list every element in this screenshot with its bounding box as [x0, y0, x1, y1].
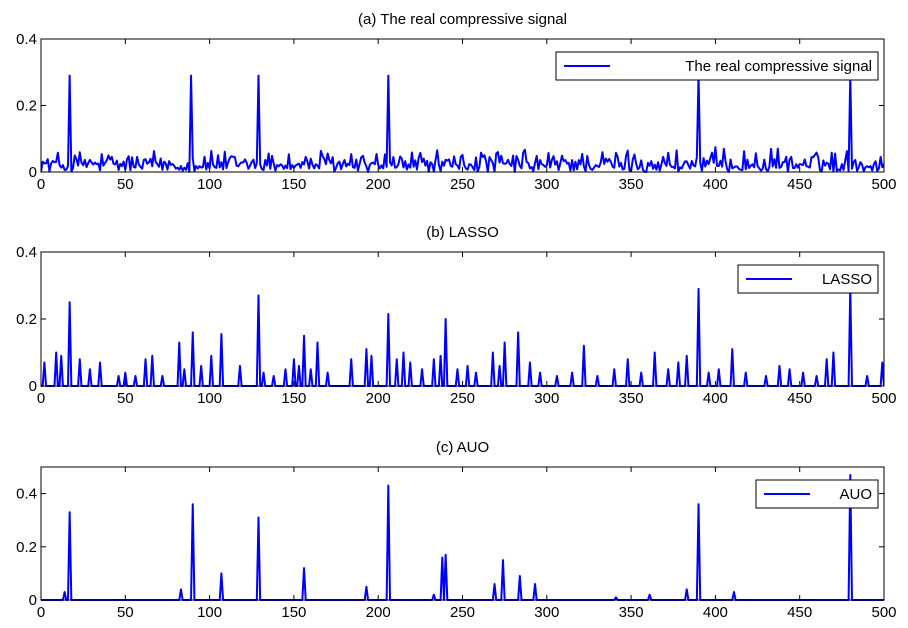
x-tick-label: 300 — [534, 390, 559, 407]
x-tick-label: 150 — [281, 176, 306, 193]
chart-title: (c) AUO — [436, 439, 489, 456]
chart-title: (a) The real compressive signal — [358, 11, 567, 28]
y-tick-label: 0 — [29, 378, 37, 395]
x-tick-label: 500 — [871, 390, 896, 407]
y-tick-label: 0.2 — [16, 311, 37, 328]
x-tick-label: 150 — [281, 390, 306, 407]
x-tick-label: 400 — [703, 176, 728, 193]
x-tick-label: 50 — [117, 604, 134, 621]
x-tick-label: 450 — [787, 390, 812, 407]
x-tick-label: 0 — [37, 604, 45, 621]
x-tick-label: 250 — [450, 604, 475, 621]
x-tick-label: 400 — [703, 390, 728, 407]
x-tick-label: 250 — [450, 176, 475, 193]
x-tick-label: 0 — [37, 390, 45, 407]
x-tick-label: 500 — [871, 176, 896, 193]
x-tick-label: 200 — [366, 390, 391, 407]
chart-title: (b) LASSO — [426, 224, 499, 241]
x-tick-label: 500 — [871, 604, 896, 621]
legend: The real compressive signal — [555, 51, 879, 81]
legend-label: LASSO — [822, 271, 872, 288]
x-tick-label: 100 — [197, 390, 222, 407]
x-tick-label: 200 — [366, 176, 391, 193]
series-line — [41, 287, 884, 387]
chart-panel-3: (c) AUO 0 50 100 150 200 250 300 350 400 450 500 0 0.… — [16, 439, 896, 621]
y-tick-label: 0 — [29, 592, 37, 609]
y-tick-label: 0.2 — [16, 98, 37, 115]
x-tick-label: 100 — [197, 176, 222, 193]
x-tick-label: 350 — [619, 604, 644, 621]
x-tick-label: 450 — [787, 176, 812, 193]
y-tick-label: 0.2 — [16, 539, 37, 556]
x-tick-label: 450 — [787, 604, 812, 621]
chart-panel-2: (b) LASSO 0 50 100 150 200 250 300 350 400 450 500 0… — [16, 224, 896, 407]
x-tick-label: 200 — [366, 604, 391, 621]
x-tick-label: 300 — [534, 176, 559, 193]
series-line — [41, 74, 884, 173]
legend-label: AUO — [839, 486, 872, 503]
x-tick-label: 350 — [619, 390, 644, 407]
x-tick-label: 350 — [619, 176, 644, 193]
legend: LASSO — [737, 264, 879, 294]
x-tick-label: 250 — [450, 390, 475, 407]
x-tick-label: 100 — [197, 604, 222, 621]
x-tick-label: 300 — [534, 604, 559, 621]
y-tick-label: 0.4 — [16, 486, 37, 503]
y-tick-label: 0.4 — [16, 31, 37, 48]
x-tick-label: 400 — [703, 604, 728, 621]
chart-panel-1: (a) The real compressive signal 0 50 100 150… — [16, 11, 896, 193]
x-tick-label: 50 — [117, 390, 134, 407]
legend: AUO — [755, 479, 879, 509]
x-tick-label: 150 — [281, 604, 306, 621]
x-tick-label: 50 — [117, 176, 134, 193]
y-tick-label: 0.4 — [16, 244, 37, 261]
x-tick-label: 0 — [37, 176, 45, 193]
y-tick-label: 0 — [29, 164, 37, 181]
legend-label: The real compressive signal — [685, 58, 872, 75]
